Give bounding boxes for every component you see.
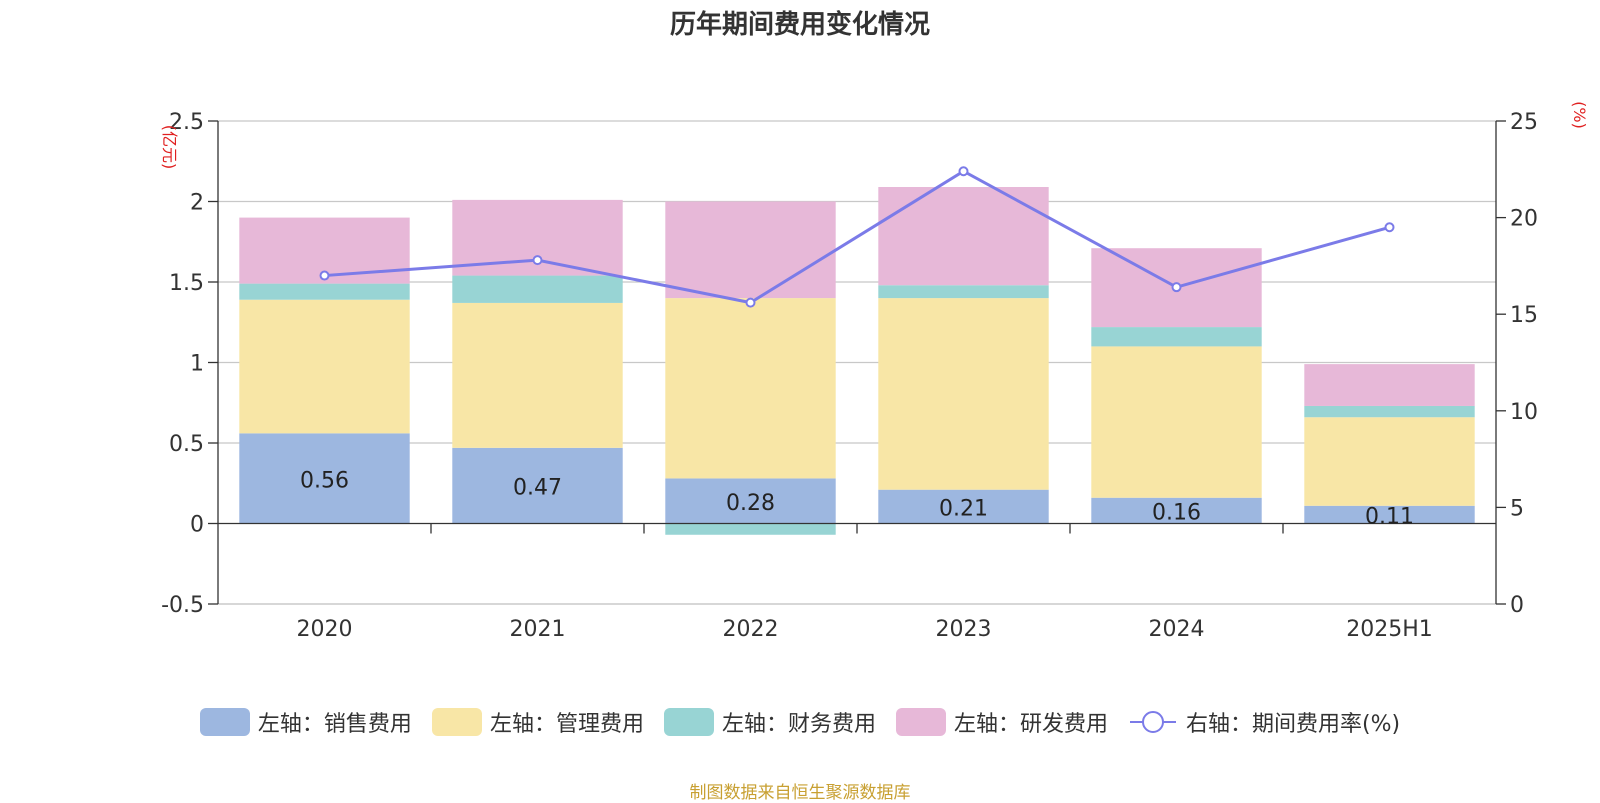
rate-point [958, 166, 969, 177]
right-axis-tick-label: 20 [1510, 207, 1538, 232]
bar-segment [239, 283, 410, 300]
x-axis-tick-label: 2023 [936, 617, 992, 642]
legend-item[interactable]: 左轴：研发费用 [895, 706, 1108, 738]
legend-label: 右轴：期间费用率(%) [1185, 712, 1401, 737]
data-label: 0.28 [726, 491, 775, 516]
bar-segment [452, 275, 623, 303]
legend-label: 左轴：财务费用 [721, 712, 876, 737]
right-axis-unit-label: (%) [1570, 101, 1589, 129]
bar-segment [1091, 497, 1262, 524]
bar-segment [239, 299, 410, 434]
bar-segment [665, 478, 836, 524]
x-axis-tick-label: 2021 [510, 617, 566, 642]
legend-swatch [663, 708, 714, 736]
right-axis-tick-label: 15 [1510, 303, 1538, 328]
rate-line [324, 169, 1390, 305]
chart-title: 历年期间费用变化情况 [669, 10, 930, 40]
legend-swatch [895, 708, 946, 736]
bar-segment [1091, 327, 1262, 347]
bar-series [239, 187, 1475, 535]
bar-segment [1304, 364, 1475, 406]
left-axis-tick-label: -0.5 [161, 593, 204, 618]
legend-swatch [431, 708, 482, 736]
data-label: 0.16 [1152, 501, 1201, 526]
bar-segment [665, 201, 836, 299]
legend-swatch [199, 708, 250, 736]
legend-label: 左轴：销售费用 [257, 712, 412, 737]
rate-line-series [319, 166, 1395, 308]
rate-point [1171, 282, 1182, 293]
left-axis-unit-label: (亿元) [160, 125, 179, 170]
bar-segment [452, 447, 623, 524]
left-axis-tick-label: 0 [190, 513, 204, 538]
bar-segment [878, 187, 1049, 286]
bar-segment [878, 285, 1049, 299]
data-label: 0.47 [513, 476, 562, 501]
legend-item[interactable]: 左轴：销售费用 [199, 706, 412, 738]
bar-segment [665, 298, 836, 479]
bar-segment [1091, 346, 1262, 498]
legend-label: 左轴：研发费用 [953, 712, 1108, 737]
x-axis-tick-label: 2024 [1149, 617, 1205, 642]
bar-segment [878, 298, 1049, 490]
legend-item[interactable]: 左轴：管理费用 [431, 706, 644, 738]
data-label: 0.56 [300, 468, 349, 493]
left-axis-tick-label: 2.5 [169, 110, 204, 135]
data-label: 0.21 [939, 497, 988, 522]
legend: 左轴：销售费用 左轴：管理费用 左轴：财务费用 左轴：研发费用 右轴：期间费用率(%) [0, 706, 1600, 738]
left-axis-tick-label: 1.5 [169, 271, 204, 296]
right-axis-tick-label: 10 [1510, 400, 1538, 425]
bar-segment [1304, 405, 1475, 418]
x-axis-tick-label: 2022 [723, 617, 779, 642]
legend-item[interactable]: 右轴：期间费用率(%) [1128, 706, 1400, 738]
x-axis-tick-label: 2020 [297, 617, 353, 642]
rate-point [319, 270, 330, 281]
axes: 2.5 2 1.5 1 0.5 0 -0.5 25 20 15 10 5 0 (亿元) (%) 2020 202… [160, 101, 1589, 642]
bar-segment [1304, 417, 1475, 506]
bar-segment [239, 433, 410, 524]
left-axis-tick-label: 1 [190, 352, 204, 377]
right-axis-tick-label: 25 [1510, 110, 1538, 135]
right-axis-tick-label: 0 [1510, 593, 1524, 618]
right-axis-tick-label: 5 [1510, 496, 1524, 521]
rate-point [745, 297, 756, 308]
bar-segment [878, 489, 1049, 524]
x-axis-tick-label: 2025H1 [1346, 617, 1433, 642]
legend-line-marker-icon [1129, 711, 1176, 733]
bar-segment [665, 523, 836, 535]
data-labels: 0.56 0.47 0.28 0.21 0.16 0.11 [300, 468, 1414, 529]
legend-item[interactable]: 左轴：财务费用 [663, 706, 876, 738]
legend-label: 左轴：管理费用 [489, 712, 644, 737]
gridlines [218, 120, 1496, 605]
left-axis-tick-label: 0.5 [169, 432, 204, 457]
source-note: 制图数据来自恒生聚源数据库 [689, 783, 911, 803]
rate-point [532, 255, 543, 266]
bar-segment [1304, 505, 1475, 524]
bar-segment [452, 302, 623, 448]
data-label: 0.11 [1365, 505, 1414, 530]
rate-point [1384, 222, 1395, 233]
left-axis-tick-label: 2 [190, 191, 204, 216]
